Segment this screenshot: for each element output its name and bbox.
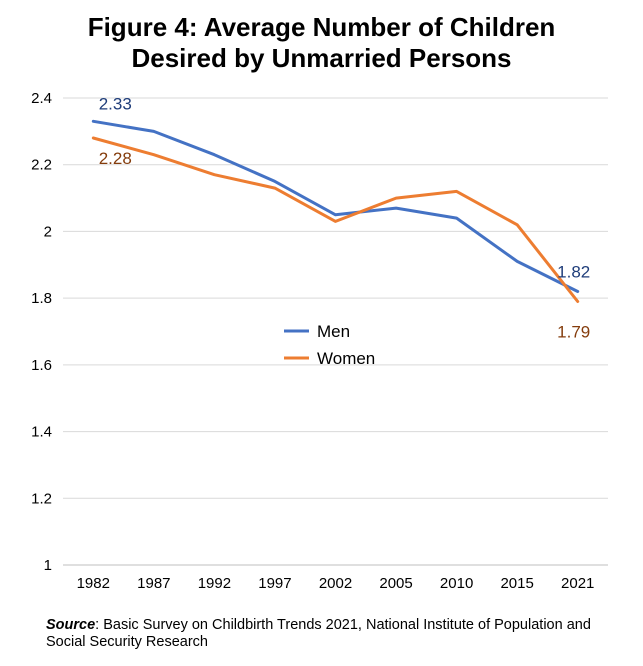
source-text: : Basic Survey on Childbirth Trends 2021… (46, 617, 591, 650)
y-tick-label: 1.4 (31, 424, 52, 441)
x-tick-label: 2021 (561, 575, 594, 592)
source-note: Source: Basic Survey on Childbirth Trend… (46, 617, 626, 651)
data-label-women-first: 2.28 (99, 149, 132, 168)
chart-title-line-2: Desired by Unmarried Persons (131, 43, 512, 73)
y-tick-label: 1.8 (31, 290, 52, 307)
data-label-men-last: 1.82 (557, 262, 590, 281)
series-line-women (91, 136, 580, 303)
x-tick-label: 1982 (77, 575, 110, 592)
source-label: Source (46, 617, 96, 633)
chart-title: Figure 4: Average Number of Children Des… (0, 12, 643, 74)
x-tick-label: 2005 (379, 575, 412, 592)
series-line-men (91, 119, 580, 293)
x-tick-label: 2015 (500, 575, 533, 592)
legend-label-women: Women (317, 349, 375, 368)
chart-title-line-1: Figure 4: Average Number of Children (87, 12, 556, 42)
x-tick-label: 1997 (258, 575, 291, 592)
x-tick-label: 2010 (440, 575, 473, 592)
y-tick-label: 2.2 (31, 157, 52, 174)
y-tick-label: 2.4 (31, 90, 52, 107)
data-label-women-last: 1.79 (557, 322, 590, 341)
y-tick-label: 2 (44, 223, 52, 240)
x-tick-label: 2002 (319, 575, 352, 592)
y-tick-label: 1.2 (31, 490, 52, 507)
y-tick-label: 1.6 (31, 357, 52, 374)
legend-label-men: Men (317, 322, 350, 341)
data-label-men-first: 2.33 (99, 94, 132, 113)
x-tick-label: 1987 (137, 575, 170, 592)
y-tick-label: 1 (44, 557, 52, 574)
x-tick-label: 1992 (198, 575, 231, 592)
